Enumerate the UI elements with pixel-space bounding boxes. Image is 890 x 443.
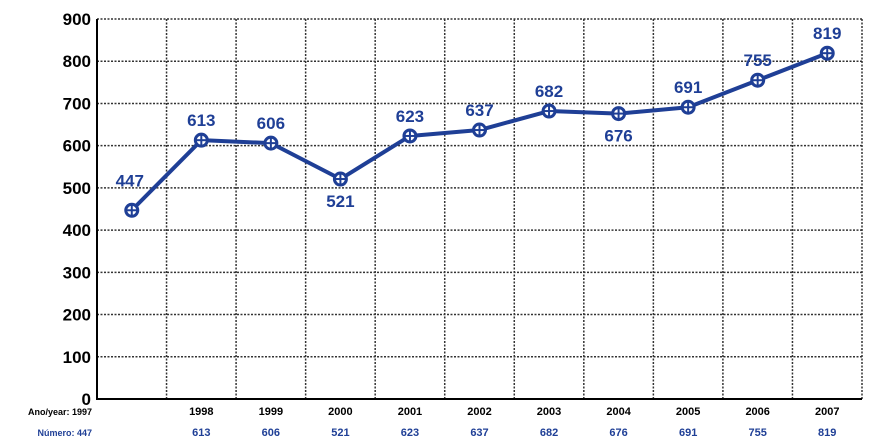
x-tick-value: 755: [749, 427, 767, 439]
y-tick-label: 400: [63, 221, 91, 240]
y-tick-label: 500: [63, 179, 91, 198]
series-line: [124, 45, 835, 218]
x-tick-value: 521: [331, 427, 349, 439]
y-tick-label: 100: [63, 348, 91, 367]
data-label: 521: [326, 192, 354, 211]
x-tick-value: 682: [540, 427, 558, 439]
x-tick-value: 676: [609, 427, 627, 439]
x-tick-label: 2003: [537, 406, 561, 418]
data-label: 637: [465, 101, 493, 120]
x-tick-label: 2001: [398, 406, 422, 418]
grid-lines: [97, 18, 863, 399]
x-tick-label: 1998: [189, 406, 213, 418]
y-tick-label: 300: [63, 263, 91, 282]
x-tick-value: 606: [262, 427, 280, 439]
axes: [96, 19, 862, 400]
data-label: 606: [257, 114, 285, 133]
data-label: 691: [674, 78, 702, 97]
y-tick-label: 0: [82, 390, 91, 409]
y-tick-label: 700: [63, 94, 91, 113]
y-tick-label: 800: [63, 52, 91, 71]
x-tick-label: 2004: [606, 406, 631, 418]
x-tick-value: 691: [679, 427, 697, 439]
x-tick-label: 2007: [815, 406, 839, 418]
data-labels: 447 613 606 521 623 637 682 676 691 755 819: [116, 24, 842, 211]
x-tick-label: 2005: [676, 406, 700, 418]
x-tick-value: 637: [470, 427, 488, 439]
data-label: 613: [187, 111, 215, 130]
data-label: 819: [813, 24, 841, 43]
data-label: 623: [396, 107, 424, 126]
x-row-label-number: Número: 447: [37, 428, 92, 438]
x-row-label-year: Ano/year: 1997: [28, 407, 92, 417]
data-label: 755: [743, 51, 771, 70]
y-tick-label: 200: [63, 306, 91, 325]
x-tick-value: 613: [192, 427, 210, 439]
y-tick-label: 900: [63, 10, 91, 29]
x-tick-value: 819: [818, 427, 836, 439]
x-tick-label: 2000: [328, 406, 352, 418]
x-tick-value: 623: [401, 427, 419, 439]
x-tick-labels: Ano/year: 1997 Número: 447 1998 613 1999 606 2…: [28, 406, 840, 439]
x-tick-label: 2002: [467, 406, 491, 418]
data-label: 682: [535, 82, 563, 101]
x-tick-label: 1999: [259, 406, 283, 418]
y-tick-label: 600: [63, 137, 91, 156]
x-tick-label: 2006: [745, 406, 769, 418]
y-tick-labels: 0 100 200 300 400 500 600 700 800 900: [63, 10, 91, 409]
data-label: 447: [116, 171, 144, 190]
data-label: 676: [604, 127, 632, 146]
